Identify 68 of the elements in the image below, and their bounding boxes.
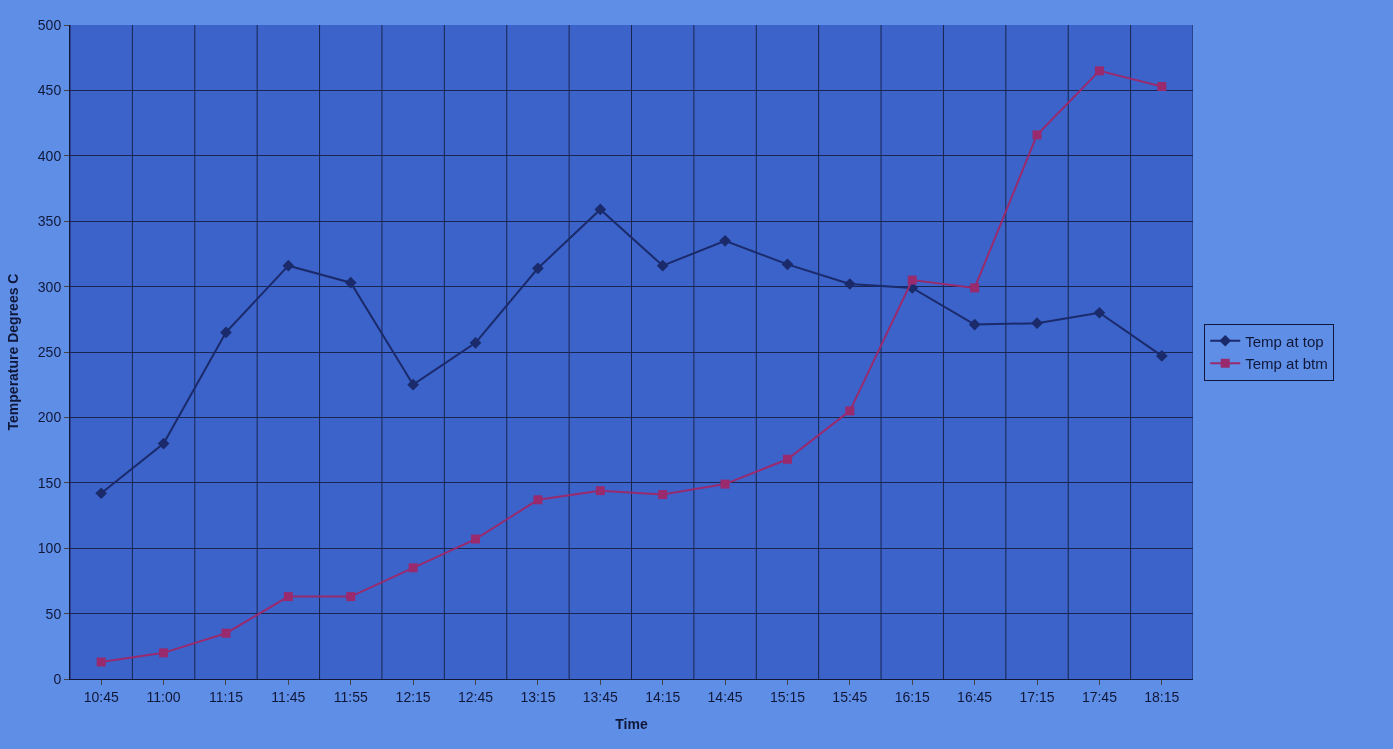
point xyxy=(221,628,231,638)
x-axis-title: Time xyxy=(615,716,648,733)
point xyxy=(408,563,418,573)
point xyxy=(533,495,543,505)
point xyxy=(1155,350,1168,362)
x-tick-label: 11:55 xyxy=(333,688,368,705)
point xyxy=(1157,81,1167,91)
point xyxy=(1094,66,1104,76)
y-tick-label: 350 xyxy=(37,213,62,230)
point xyxy=(719,234,731,247)
x-tick-label: 17:45 xyxy=(1081,688,1118,705)
x-tick-label: 11:15 xyxy=(208,688,244,705)
x-tick-label: 17:15 xyxy=(1019,688,1055,705)
x-tick-label: 12:15 xyxy=(395,688,431,705)
point xyxy=(346,592,356,602)
y-tick-label: 250 xyxy=(37,343,62,360)
y-tick-label: 400 xyxy=(37,147,62,164)
point xyxy=(782,454,792,464)
x-tick-label: 18:15 xyxy=(1144,688,1180,705)
x-tick-label: 11:00 xyxy=(146,688,181,705)
point xyxy=(471,534,481,544)
y-tick-label: 150 xyxy=(37,474,62,491)
point xyxy=(844,278,856,290)
x-tick-label: 14:45 xyxy=(707,688,743,705)
point xyxy=(1093,306,1106,319)
x-tick-label: 16:15 xyxy=(894,688,930,705)
y-tick-label: 100 xyxy=(37,540,62,557)
point xyxy=(1031,317,1043,330)
point xyxy=(968,318,981,331)
point xyxy=(407,378,419,391)
x-tick-label: 14:15 xyxy=(645,688,681,705)
y-axis-title: Temperature Degrees C xyxy=(5,273,22,431)
point xyxy=(469,336,482,349)
point xyxy=(220,326,232,339)
x-tick-label: 10:45 xyxy=(83,688,119,705)
x-tick-label: 13:45 xyxy=(582,688,619,705)
legend-label: Temp at top xyxy=(1245,332,1324,350)
y-tick-label: 500 xyxy=(37,16,62,33)
point xyxy=(159,648,169,658)
point xyxy=(656,259,669,272)
point xyxy=(1032,130,1042,140)
y-tick-label: 200 xyxy=(37,409,62,426)
point xyxy=(970,283,980,293)
point xyxy=(781,258,794,271)
x-tick-label: 16:45 xyxy=(957,688,993,705)
point xyxy=(95,487,108,500)
y-tick-label: 300 xyxy=(37,278,62,295)
x-tick-label: 15:15 xyxy=(769,688,806,705)
point xyxy=(96,657,106,667)
point xyxy=(157,437,170,450)
y-tick-label: 0 xyxy=(53,670,62,687)
point xyxy=(845,406,855,416)
point xyxy=(283,592,293,602)
point xyxy=(282,259,295,272)
point xyxy=(595,486,605,496)
y-tick-label: 50 xyxy=(45,605,62,622)
x-tick-label: 13:15 xyxy=(520,688,556,705)
point xyxy=(720,479,730,489)
point xyxy=(658,490,668,500)
point xyxy=(594,203,607,216)
point xyxy=(532,262,544,275)
x-tick-label: 12:45 xyxy=(458,688,494,705)
x-tick-label: 11:45 xyxy=(271,688,306,705)
point xyxy=(907,275,917,285)
point xyxy=(344,276,357,289)
x-tick-label: 15:45 xyxy=(832,688,868,705)
legend-label: Temp at btm xyxy=(1245,355,1328,373)
y-tick-label: 450 xyxy=(37,82,62,99)
